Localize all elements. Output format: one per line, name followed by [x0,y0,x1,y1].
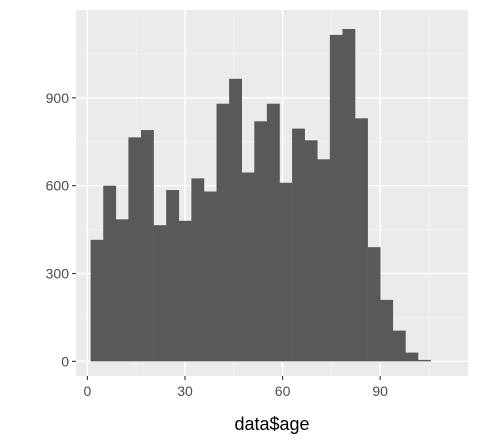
histogram-bar-24 [392,330,406,362]
histogram-bar-13 [254,121,268,362]
histogram-bar-21 [355,118,368,362]
histogram-bar-17 [304,140,318,362]
x-tick-label: 60 [275,383,291,399]
histogram-bar-19 [329,34,343,362]
y-tick-label: 900 [46,90,70,106]
histogram-bar-22 [367,247,381,362]
histogram-bar-1 [103,185,117,362]
y-tick-label: 0 [61,353,69,369]
histogram-bar-20 [342,29,356,362]
histogram-bar-7 [178,220,192,362]
histogram-bar-4 [140,130,154,362]
x-tick-label: 0 [83,383,91,399]
histogram-bar-8 [191,178,205,362]
histogram-bar-2 [115,219,129,362]
histogram-bar-10 [216,103,230,362]
x-axis: 0 30 60 90 [83,376,388,399]
histogram-bar-16 [292,128,305,362]
histogram-bar-12 [241,172,255,362]
histogram-bar-9 [203,191,217,362]
y-axis: 0 300 600 900 [46,90,76,369]
histogram-bar-26 [417,359,431,362]
x-axis-title: data$age [234,414,309,434]
histogram-bar-25 [405,352,419,362]
histogram-bar-18 [317,159,331,362]
histogram-bar-15 [279,182,293,362]
histogram-bar-0 [90,239,104,362]
histogram-bar-23 [380,299,394,362]
x-tick-label: 30 [177,383,193,399]
y-tick-label: 600 [46,178,70,194]
x-tick-label: 90 [372,383,388,399]
histogram-bar-3 [128,137,142,362]
histogram-bar-14 [266,103,280,362]
histogram-bar-6 [166,190,180,362]
histogram-bar-5 [153,225,167,362]
histogram-bar-11 [229,78,243,362]
histogram-bars [90,29,431,362]
y-tick-label: 300 [46,266,70,282]
